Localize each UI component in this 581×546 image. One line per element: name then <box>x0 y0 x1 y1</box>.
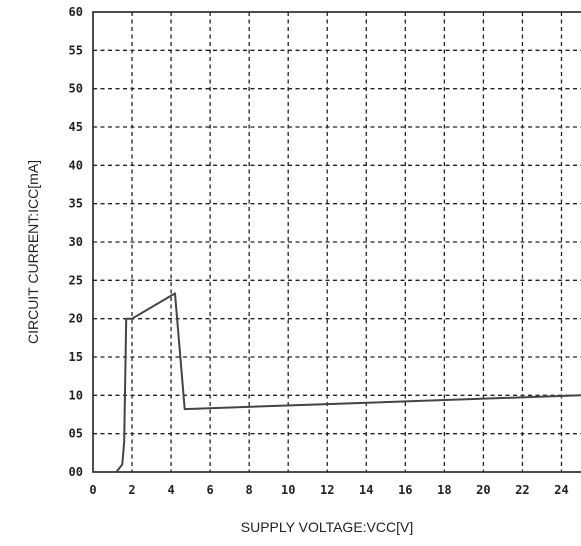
y-tick-label: 30 <box>69 235 83 249</box>
x-tick-label: 14 <box>359 483 373 497</box>
y-tick-label: 50 <box>69 82 83 96</box>
y-tick-label: 45 <box>69 120 83 134</box>
x-tick-label: 4 <box>167 483 174 497</box>
y-tick-label: 35 <box>69 197 83 211</box>
y-tick-label: 10 <box>69 388 83 402</box>
y-tick-label: 15 <box>69 350 83 364</box>
y-tick-label: 60 <box>69 5 83 19</box>
x-tick-label: 10 <box>281 483 295 497</box>
grid <box>93 12 581 472</box>
x-tick-label: 6 <box>207 483 214 497</box>
x-tick-label: 12 <box>320 483 334 497</box>
x-tick-label: 22 <box>515 483 529 497</box>
y-tick-label: 25 <box>69 273 83 287</box>
y-axis-label: CIRCUIT CURRENT:ICC[mA] <box>25 160 41 344</box>
x-tick-label: 8 <box>246 483 253 497</box>
y-tick-label: 00 <box>69 465 83 479</box>
x-axis-label: SUPPLY VOLTAGE:VCC[V] <box>241 519 413 535</box>
x-tick-labels: 0 2 4 6 8 10 12 14 16 18 20 22 24 <box>89 483 568 497</box>
y-tick-label: 20 <box>69 312 83 326</box>
y-tick-labels: 00 05 10 15 20 25 30 35 40 45 50 55 60 <box>69 5 83 479</box>
y-tick-label: 05 <box>69 427 83 441</box>
x-tick-label: 2 <box>128 483 135 497</box>
current-curve <box>115 292 581 473</box>
x-tick-label: 24 <box>554 483 568 497</box>
plot-frame <box>92 11 581 473</box>
x-tick-label: 0 <box>89 483 96 497</box>
y-tick-label: 55 <box>69 43 83 57</box>
x-tick-label: 20 <box>476 483 490 497</box>
x-tick-label: 18 <box>437 483 451 497</box>
y-tick-label: 40 <box>69 158 83 172</box>
x-tick-label: 16 <box>398 483 412 497</box>
